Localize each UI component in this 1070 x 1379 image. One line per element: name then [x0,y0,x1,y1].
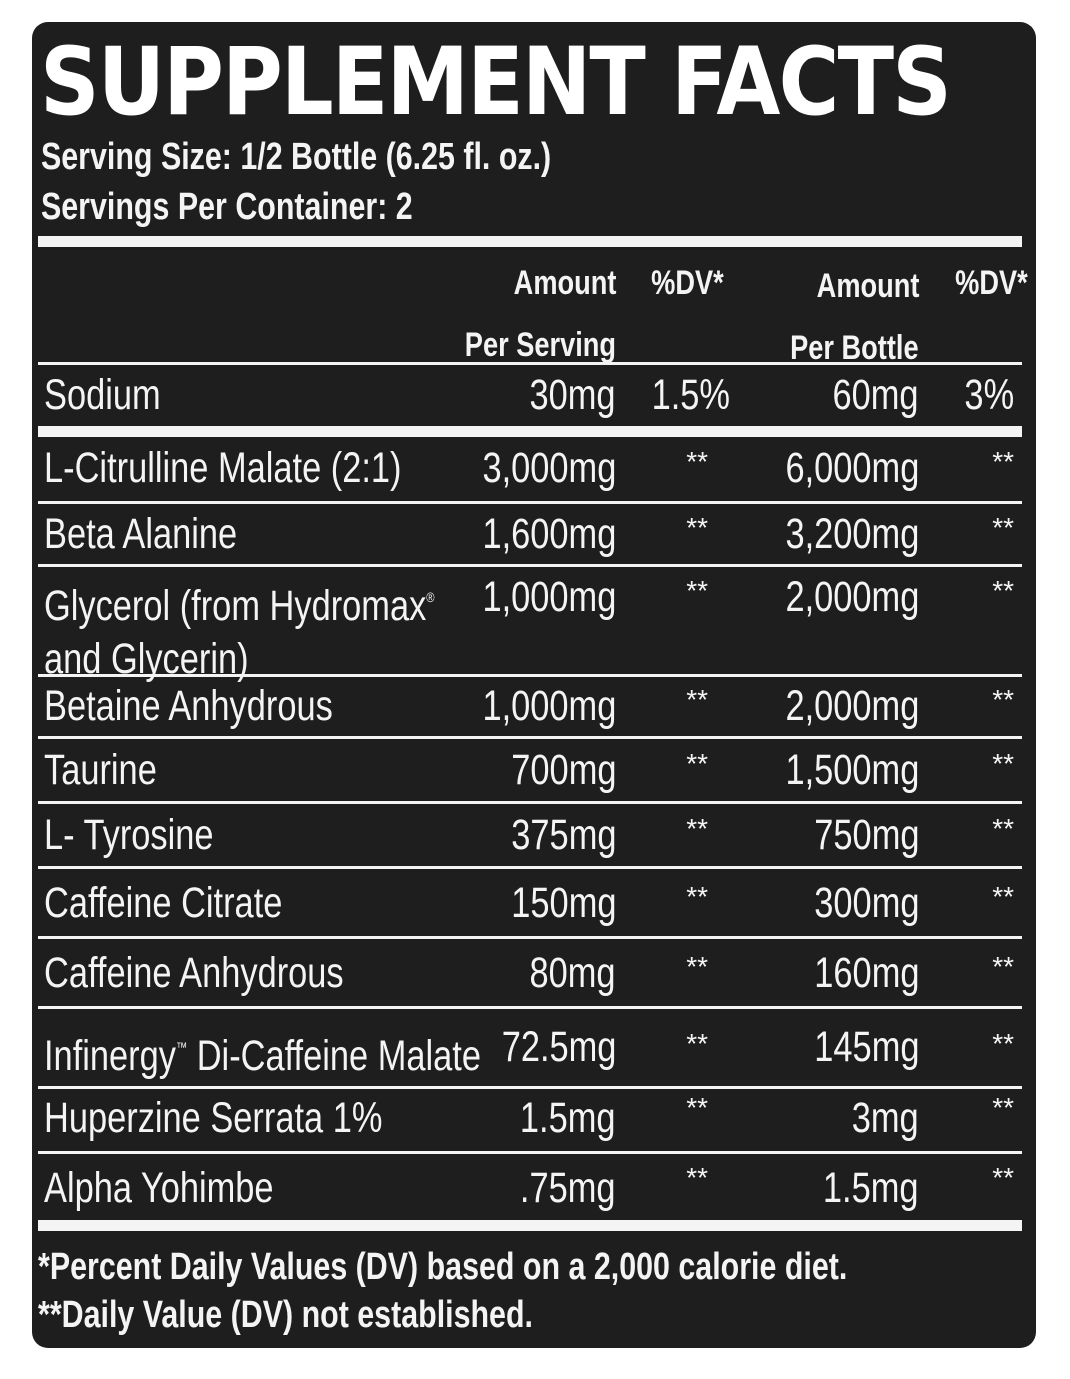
sodium-dv-serving: 1.5% [651,371,730,419]
dv-serving: ** [686,1028,708,1059]
ingredient-name: Caffeine Citrate [44,879,283,927]
row-divider [38,362,1022,365]
ingredient-name: Infinergy™ Di-Caffeine Malate [44,1032,481,1080]
per-bottle: 160mg [813,949,919,997]
supplement-facts-panel: SUPPLEMENT FACTS Serving Size: 1/2 Bottl… [32,22,1036,1348]
serving-size: Serving Size: 1/2 Bottle (6.25 fl. oz.) [41,136,552,178]
dv-serving: ** [686,512,708,543]
dv-bottle: ** [992,1092,1014,1123]
per-bottle: 3mg [852,1094,919,1142]
col-amount-serving-line2: Per Serving [464,326,616,364]
dv-serving: ** [686,881,708,912]
per-serving: 700mg [510,746,616,794]
dv-serving: ** [686,446,708,477]
per-bottle: 6,000mg [785,444,919,492]
col-amount-bottle-line2: Per Bottle [790,329,919,367]
row-divider [38,1086,1022,1089]
ingredient-name: Betaine Anhydrous [44,682,333,730]
ingredient-name: Huperzine Serrata 1% [44,1094,383,1142]
per-bottle: 2,000mg [785,682,919,730]
dv-bottle: ** [992,881,1014,912]
dv-serving: ** [686,748,708,779]
ingredient-name: Caffeine Anhydrous [44,949,344,997]
col-dv-serving: %DV* [651,264,724,302]
sodium-per-serving: 30mg [529,371,616,419]
dv-bottle: ** [992,951,1014,982]
ingredient-name: Taurine [44,746,157,794]
dv-serving: ** [686,684,708,715]
per-bottle: 300mg [813,879,919,927]
sodium-dv-bottle: 3% [964,371,1014,419]
row-divider [38,501,1022,504]
per-serving: 72.5mg [501,1023,616,1071]
dv-bottle: ** [992,748,1014,779]
per-serving: 375mg [510,811,616,859]
per-serving: 1,000mg [482,573,616,621]
per-bottle: 145mg [813,1023,919,1071]
dv-serving: ** [686,951,708,982]
row-divider [38,936,1022,939]
col-amount-bottle-line1: Amount [816,267,919,305]
per-bottle: 750mg [813,811,919,859]
per-bottle: 1.5mg [823,1164,919,1212]
dv-bottle: ** [992,813,1014,844]
dv-serving: ** [686,1162,708,1193]
row-divider [38,1151,1022,1154]
dv-serving: ** [686,1092,708,1123]
per-serving: .75mg [520,1164,616,1212]
row-divider [38,1006,1022,1009]
per-serving: 1,000mg [482,682,616,730]
servings-per-container: Servings Per Container: 2 [41,186,413,228]
per-serving: 150mg [510,879,616,927]
row-divider [38,866,1022,869]
per-serving: 80mg [529,949,616,997]
dv-bottle: ** [992,1162,1014,1193]
sodium-name: Sodium [44,371,161,419]
row-divider [38,564,1022,567]
dv-bottle: ** [992,446,1014,477]
sodium-divider [38,426,1022,437]
per-bottle: 3,200mg [785,510,919,558]
col-dv-bottle: %DV* [955,264,1028,302]
ingredient-name: Alpha Yohimbe [44,1164,274,1212]
row-divider [38,801,1022,804]
footnote-not-established: **Daily Value (DV) not established. [38,1294,533,1336]
per-serving: 1.5mg [520,1094,616,1142]
dv-bottle: ** [992,512,1014,543]
footnote-dv: *Percent Daily Values (DV) based on a 2,… [38,1246,848,1288]
dv-serving: ** [686,813,708,844]
dv-serving: ** [686,575,708,606]
per-bottle: 2,000mg [785,573,919,621]
panel-title: SUPPLEMENT FACTS [40,28,952,137]
dv-bottle: ** [992,1028,1014,1059]
dv-bottle: ** [992,684,1014,715]
col-amount-serving-line1: Amount [513,264,616,302]
per-bottle: 1,500mg [785,746,919,794]
per-serving: 1,600mg [482,510,616,558]
row-divider [38,736,1022,739]
ingredient-name: L-Citrulline Malate (2:1) [44,444,402,492]
row-divider [38,674,1022,677]
ingredient-name: Beta Alanine [44,510,238,558]
dv-bottle: ** [992,575,1014,606]
footer-divider [38,1220,1022,1231]
ingredient-name: Glycerol (from Hydromax® [44,582,435,630]
ingredient-name: L- Tyrosine [44,811,214,859]
header-divider [38,236,1022,247]
sodium-per-bottle: 60mg [832,371,919,419]
per-serving: 3,000mg [482,444,616,492]
